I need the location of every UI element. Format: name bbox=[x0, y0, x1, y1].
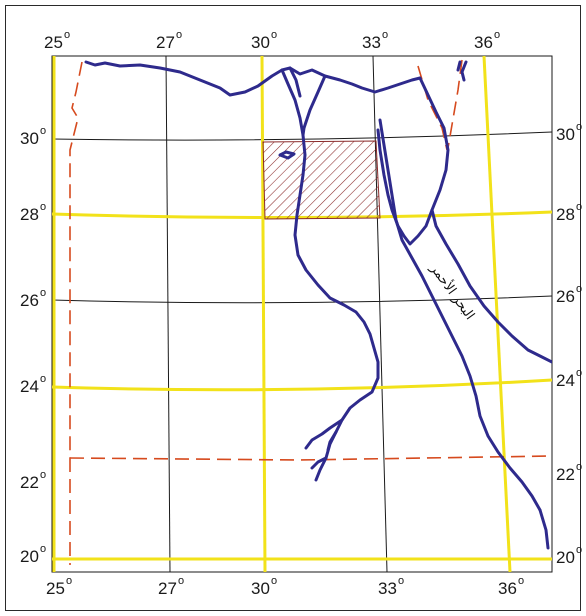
left-lat-label: 22 bbox=[20, 473, 39, 492]
right-lat-label: 28 bbox=[556, 205, 575, 224]
left-lat-label: 20 bbox=[20, 547, 39, 566]
right-lat-label: 20 bbox=[556, 548, 575, 567]
nile-damietta-branch bbox=[303, 76, 325, 135]
degree-symbol: o bbox=[64, 29, 70, 41]
left-lat-label: 26 bbox=[20, 291, 39, 310]
degree-symbol: o bbox=[40, 125, 46, 137]
top-lon-label: 27 bbox=[156, 33, 175, 52]
top-lon-label: 33 bbox=[362, 33, 381, 52]
bottom-lon-label: 33 bbox=[378, 579, 397, 598]
bottom-lon-label: 30 bbox=[251, 579, 270, 598]
bottom-lon-label: 27 bbox=[158, 579, 177, 598]
red-sea-label: البحر الأحمر bbox=[426, 260, 479, 323]
aqaba-tip bbox=[462, 62, 466, 80]
degree-symbol: o bbox=[576, 283, 582, 295]
degree-symbol: o bbox=[576, 121, 582, 133]
degree-symbol: o bbox=[40, 201, 46, 213]
western-border bbox=[70, 62, 82, 458]
degree-symbol: o bbox=[271, 29, 277, 41]
degree-symbol: o bbox=[271, 575, 277, 587]
parallel-24 bbox=[52, 380, 552, 390]
southern-border bbox=[70, 456, 552, 460]
bottom-lon-label: 25 bbox=[46, 579, 65, 598]
left-lat-label: 24 bbox=[20, 377, 39, 396]
degree-symbol: o bbox=[40, 287, 46, 299]
degree-symbol: o bbox=[576, 544, 582, 556]
meridian-30 bbox=[262, 56, 265, 572]
degree-symbol: o bbox=[176, 29, 182, 41]
red-sea-south-coast bbox=[540, 510, 548, 548]
meridian-27 bbox=[166, 56, 170, 572]
aqaba-tip-2 bbox=[458, 62, 460, 70]
right-lat-label: 26 bbox=[556, 287, 575, 306]
bottom-lon-label: 36 bbox=[498, 579, 517, 598]
top-lon-label: 36 bbox=[474, 33, 493, 52]
aqaba-border bbox=[448, 60, 462, 148]
degree-symbol: o bbox=[576, 461, 582, 473]
degree-symbol: o bbox=[66, 575, 72, 587]
bottom-longitude-labels: 25 o 27 o 30 o 33 o 36 o bbox=[46, 575, 524, 598]
hatched-region bbox=[263, 141, 380, 219]
degree-symbol: o bbox=[40, 469, 46, 481]
top-longitude-labels: 25 o 27 o 30 o 33 o 36 o bbox=[44, 29, 500, 52]
right-latitude-labels: 30 o 28 o 26 o 24 o 22 o 20 o bbox=[556, 121, 582, 567]
degree-symbol: o bbox=[178, 575, 184, 587]
right-lat-label: 30 bbox=[556, 125, 575, 144]
political-borders bbox=[70, 60, 552, 565]
meridian-33 bbox=[373, 56, 387, 572]
degree-symbol: o bbox=[40, 373, 46, 385]
nile-rosetta-branch bbox=[282, 70, 303, 135]
degree-symbol: o bbox=[494, 29, 500, 41]
top-lon-label: 30 bbox=[251, 33, 270, 52]
top-lon-label: 25 bbox=[44, 33, 63, 52]
left-lat-label: 28 bbox=[20, 205, 39, 224]
mediterranean-coast bbox=[86, 62, 420, 95]
right-lat-label: 24 bbox=[556, 371, 575, 390]
degree-symbol: o bbox=[40, 543, 46, 555]
left-latitude-labels: 30 o 28 o 26 o 24 o 22 o 20 o bbox=[20, 125, 46, 566]
degree-symbol: o bbox=[576, 367, 582, 379]
lake-nasser-arm-2 bbox=[328, 432, 336, 450]
degree-symbol: o bbox=[382, 29, 388, 41]
gulf-of-suez bbox=[378, 130, 432, 244]
degree-symbol: o bbox=[398, 575, 404, 587]
left-lat-label: 30 bbox=[20, 129, 39, 148]
degree-symbol: o bbox=[576, 201, 582, 213]
right-lat-label: 22 bbox=[556, 465, 575, 484]
degree-symbol: o bbox=[518, 575, 524, 587]
